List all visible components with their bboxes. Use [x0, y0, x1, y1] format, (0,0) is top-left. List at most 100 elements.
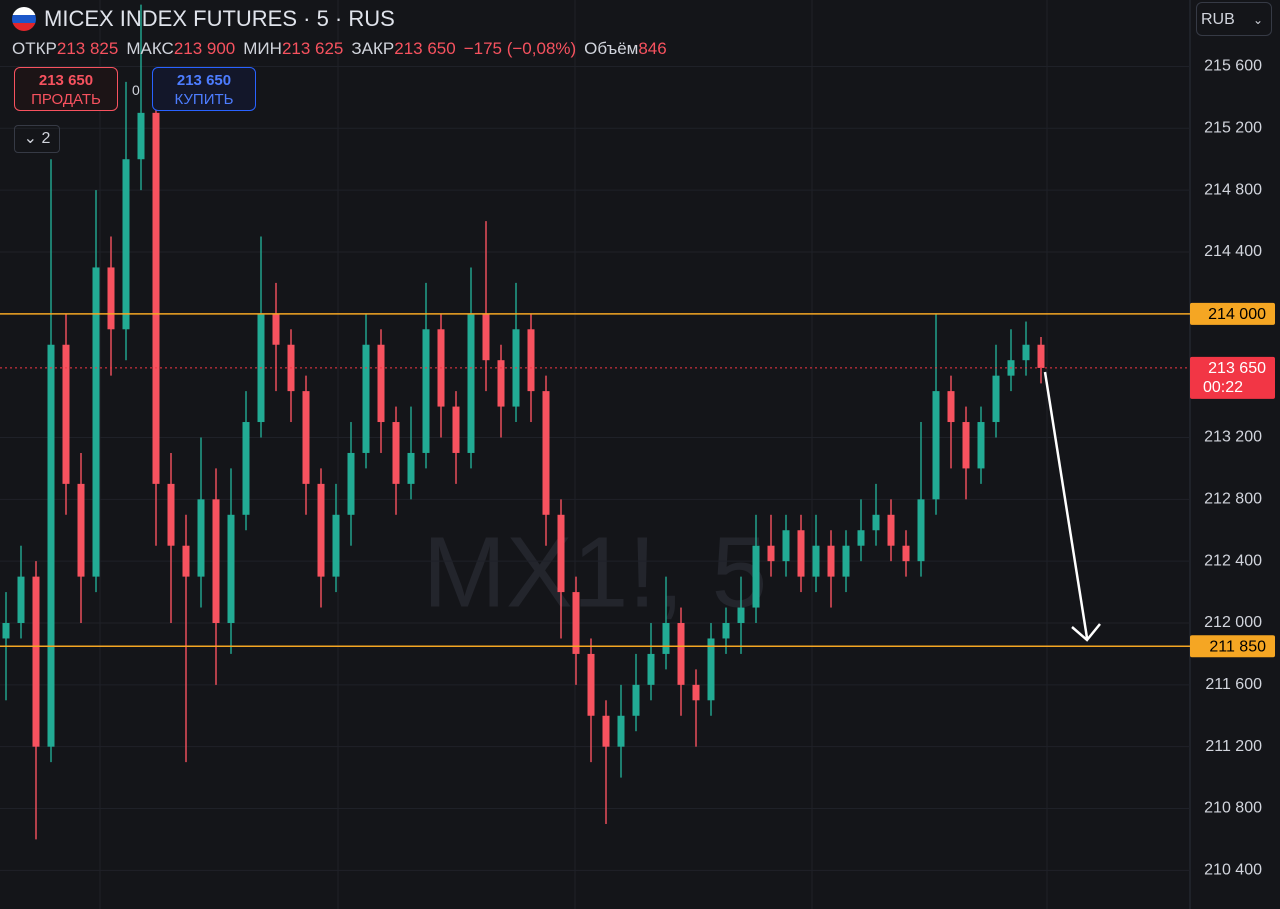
- price-change: −175 (−0,08%): [463, 39, 577, 58]
- ohlc-value: 213 650: [394, 39, 456, 58]
- candle-body: [407, 452, 415, 484]
- y-tick-label: 211 600: [1205, 676, 1262, 693]
- candle-body: [77, 483, 85, 577]
- candle-body: [152, 112, 160, 484]
- watermark: MX1!, 5: [423, 516, 768, 628]
- y-tick-label: 215 600: [1204, 58, 1262, 75]
- y-tick-label: 215 200: [1204, 120, 1262, 137]
- level-label: 214 000: [1208, 306, 1266, 323]
- candle-body: [467, 313, 475, 453]
- candle-body: [62, 344, 70, 484]
- candle-body: [707, 638, 715, 701]
- candle-body: [812, 545, 820, 577]
- candle-body: [197, 499, 205, 577]
- y-tick-label: 214 400: [1204, 243, 1262, 260]
- ohlc-value: 213 825: [56, 39, 119, 58]
- volume-label: Объём: [584, 39, 639, 58]
- candle-body: [32, 576, 40, 747]
- arrow-shaft: [1043, 371, 1089, 639]
- candle-body: [737, 607, 745, 624]
- candle-body: [242, 422, 250, 515]
- candle-body: [917, 499, 925, 562]
- candle-body: [977, 422, 985, 469]
- candle-body: [302, 391, 310, 484]
- candle-body: [617, 715, 625, 747]
- candle-body: [377, 344, 385, 423]
- candle-body: [722, 623, 730, 639]
- buy-button[interactable]: 213 650 КУПИТЬ: [152, 67, 256, 111]
- candle-body: [602, 715, 610, 747]
- candle-body: [752, 545, 760, 608]
- candle-body: [332, 514, 340, 577]
- candle-body: [122, 159, 130, 330]
- candle-body: [797, 530, 805, 577]
- sell-button[interactable]: 213 650 ПРОДАТЬ: [14, 67, 118, 111]
- y-tick-label: 214 800: [1204, 181, 1262, 198]
- candle-body: [497, 360, 505, 407]
- candle-body: [647, 653, 655, 685]
- candle-body: [272, 313, 280, 345]
- candle-body: [572, 592, 580, 654]
- vertical-grid: [99, 0, 1048, 909]
- title-text: MICEX INDEX FUTURES · 5 · RUS: [44, 6, 395, 31]
- candle-body: [662, 623, 670, 654]
- candle-body: [17, 576, 25, 624]
- ohlc-label: МАКС: [126, 39, 174, 58]
- currency-select[interactable]: RUB ⌄: [1196, 2, 1272, 36]
- candle-body: [992, 375, 1000, 423]
- currency: RUB: [1201, 11, 1235, 28]
- countdown: 00:22: [1203, 379, 1243, 396]
- y-tick-label: 212 400: [1204, 552, 1262, 569]
- candle-body: [482, 313, 490, 361]
- ohlc-label: МИН: [243, 39, 282, 58]
- y-tick-label: 213 200: [1204, 429, 1262, 446]
- candle-body: [947, 391, 955, 423]
- sell-label: ПРОДАТЬ: [31, 91, 101, 108]
- candle-body: [557, 514, 565, 593]
- last-price-label: 213 650: [1208, 360, 1266, 377]
- candle-body: [137, 112, 145, 160]
- ohlc-label: ОТКР: [12, 39, 57, 58]
- candle-body: [872, 514, 880, 531]
- candle-body: [227, 514, 235, 624]
- candle-body: [167, 483, 175, 546]
- candle-body: [452, 406, 460, 453]
- candle-body: [182, 545, 190, 577]
- arrow-head: [1071, 623, 1101, 642]
- candle-body: [317, 483, 325, 577]
- y-tick-label: 210 800: [1204, 800, 1262, 817]
- candle-body: [932, 391, 940, 500]
- candle-body: [1037, 344, 1045, 368]
- sell-price: 213 650: [38, 72, 94, 89]
- candle-body: [2, 623, 10, 639]
- candle-body: [392, 422, 400, 484]
- candle-body: [422, 329, 430, 453]
- candle-body: [107, 267, 115, 330]
- candle-body: [887, 514, 895, 546]
- buy-price: 213 650: [176, 72, 232, 89]
- candle-body: [542, 391, 550, 515]
- candle-body: [92, 267, 100, 577]
- level-label: 211 850: [1209, 638, 1266, 655]
- candle-body: [842, 545, 850, 577]
- candle-body: [692, 684, 700, 701]
- symbol-title: MICEX INDEX FUTURES · 5 · RUS: [12, 6, 395, 32]
- ohlc-label: ЗАКР: [351, 39, 395, 58]
- collapse-count: 2: [41, 130, 51, 147]
- level-label-box: [1190, 302, 1275, 325]
- candle-body: [587, 653, 595, 716]
- candle-body: [827, 545, 835, 577]
- y-tick-label: 212 800: [1204, 491, 1262, 508]
- candle-body: [677, 623, 685, 685]
- level-label-box: [1190, 635, 1275, 658]
- candle-body: [632, 684, 640, 716]
- candle-body: [962, 422, 970, 469]
- candle-body: [1022, 344, 1030, 361]
- collapse-button[interactable]: ⌄ 2: [14, 125, 60, 153]
- candle-body: [212, 499, 220, 624]
- ohlc-value: 213 900: [173, 39, 236, 58]
- y-tick-label: 211 200: [1205, 738, 1262, 755]
- candle-body: [47, 344, 55, 747]
- buy-label: КУПИТЬ: [174, 91, 234, 108]
